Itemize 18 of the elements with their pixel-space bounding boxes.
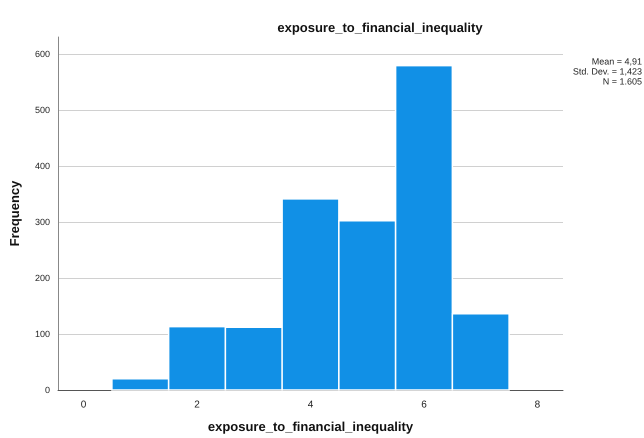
text: N = 1.605 — [602, 76, 642, 86]
y-axis-title: Frequency — [7, 180, 22, 246]
y-tick-label: 300 — [34, 216, 50, 227]
x-axis-title: exposure_to_financial_inequality — [208, 419, 414, 434]
chart-title: exposure_to_financial_inequality — [277, 20, 484, 35]
y-tick-label: 200 — [34, 272, 50, 283]
y-tick-label: 100 — [34, 328, 50, 339]
x-tick-label: 6 — [421, 400, 428, 410]
y-tick-label: 500 — [34, 104, 50, 115]
y-tick-label: 400 — [34, 160, 50, 171]
y-tick-label: 0 — [44, 385, 50, 395]
y-tick-label: 600 — [34, 48, 50, 59]
x-tick-label: 4 — [308, 400, 314, 410]
text: Mean = 4,91 — [592, 56, 642, 66]
text: Std. Dev. = 1,423 — [572, 66, 642, 76]
x-tick-label: 0 — [80, 400, 87, 410]
x-tick-label: 8 — [534, 400, 541, 410]
x-tick-label: 2 — [194, 400, 200, 410]
